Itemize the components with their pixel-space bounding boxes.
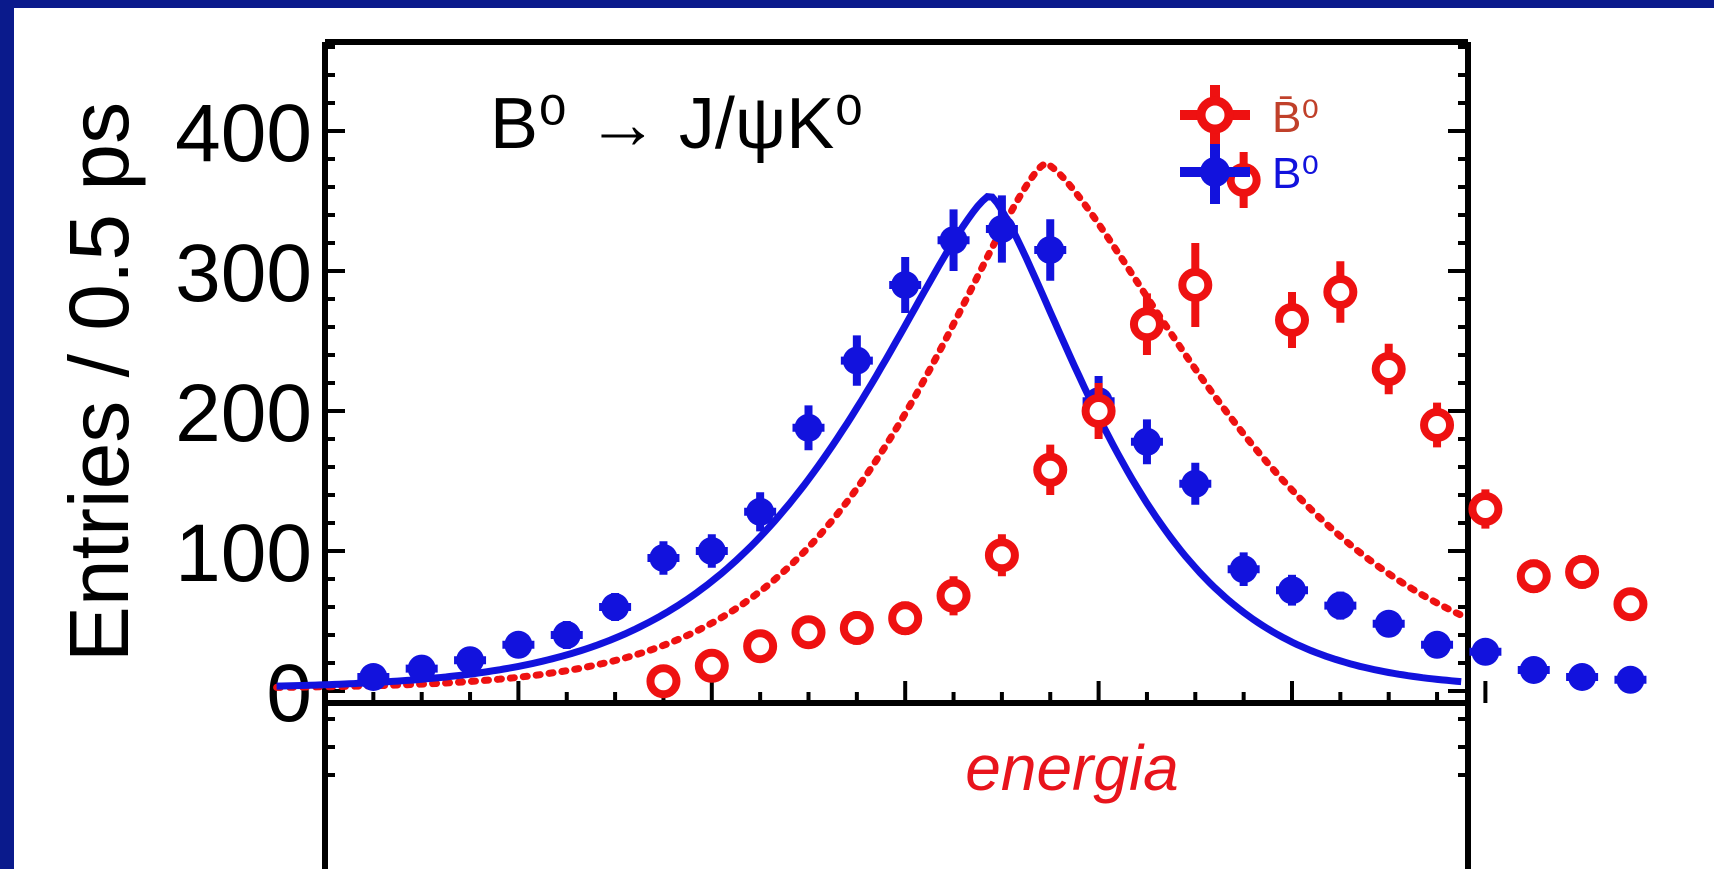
bbar-fit-curve	[273, 159, 1465, 691]
b0-data-point	[407, 654, 436, 683]
legend: B̄⁰ B⁰	[1180, 85, 1319, 204]
bbar-data-point	[1613, 587, 1648, 622]
bbar-data-point	[1178, 268, 1213, 302]
bbar-data-point	[1468, 492, 1503, 526]
b0-data-point	[1471, 637, 1500, 666]
bbar-data-point	[1081, 394, 1116, 428]
bbar-data-point	[888, 601, 923, 636]
b0-data-point	[1132, 427, 1161, 456]
b0-data-point	[842, 346, 871, 375]
b0-data-point	[456, 646, 485, 675]
b0-data-point	[504, 630, 533, 659]
bbar-data-point	[694, 648, 729, 683]
bbar-data-point	[1275, 303, 1309, 337]
y-tick-label: 0	[266, 648, 312, 739]
b0-data-point	[939, 226, 968, 255]
bbar-data-point	[936, 578, 971, 613]
b0-data-point	[1229, 555, 1258, 584]
b0-data-point	[1181, 469, 1210, 498]
bbar-data-point	[791, 615, 826, 650]
bbar-data-point	[984, 538, 1019, 573]
bbar-data-point	[1565, 555, 1600, 589]
b0-data-point	[697, 537, 726, 565]
legend-bbar-marker	[1196, 96, 1234, 134]
b0-data-point	[746, 497, 775, 526]
bbar-data-point	[646, 664, 681, 699]
y-tick-label: 200	[175, 368, 312, 459]
b0-data-point	[552, 621, 581, 649]
b0-data-point	[987, 215, 1016, 243]
b0-data-point	[359, 663, 388, 691]
energia-annotation: energia	[965, 732, 1179, 804]
chart-title: B⁰ → J/ψK⁰	[490, 84, 863, 164]
y-axis-label: Entries / 0.5 ps	[52, 102, 146, 662]
chart-title-text: B⁰ → J/ψK⁰	[490, 84, 863, 164]
y-tick-label: 400	[175, 88, 312, 179]
legend-b0-label: B⁰	[1272, 149, 1319, 198]
legend-b0-marker	[1200, 157, 1230, 187]
bbar-data-point	[1033, 452, 1068, 487]
y-tick-label: 300	[175, 228, 312, 319]
b0-data-point	[1374, 609, 1403, 638]
bbar-data-point	[839, 611, 874, 645]
axes: 0 100 200 300 400	[175, 39, 1488, 869]
bbar-data-point	[1323, 275, 1358, 309]
b0-data-point	[601, 593, 630, 621]
bbar-data-point	[1420, 408, 1455, 442]
b0-data-point	[1326, 591, 1355, 620]
legend-entry-b0: B⁰	[1180, 144, 1319, 204]
bbar-data-point	[743, 629, 778, 664]
b0-data-point	[794, 413, 823, 442]
legend-bbar-label: B̄⁰	[1272, 93, 1319, 142]
bbar-data-point	[1129, 307, 1164, 342]
b0-data-point	[1568, 663, 1597, 691]
b0-data-point	[649, 544, 678, 572]
data-points	[357, 152, 1648, 699]
b0-data-point	[1423, 630, 1452, 659]
bbar-data-point	[1516, 559, 1551, 594]
legend-entry-bbar: B̄⁰	[1180, 85, 1319, 145]
b0-data-point	[1036, 236, 1065, 264]
b0-data-point	[891, 271, 920, 299]
bbar-data-point	[1371, 352, 1406, 386]
y-tick-label: 100	[175, 508, 312, 599]
b0-data-point	[1519, 656, 1548, 684]
b0-data-point	[1278, 576, 1306, 605]
b0-data-point	[1616, 665, 1645, 694]
